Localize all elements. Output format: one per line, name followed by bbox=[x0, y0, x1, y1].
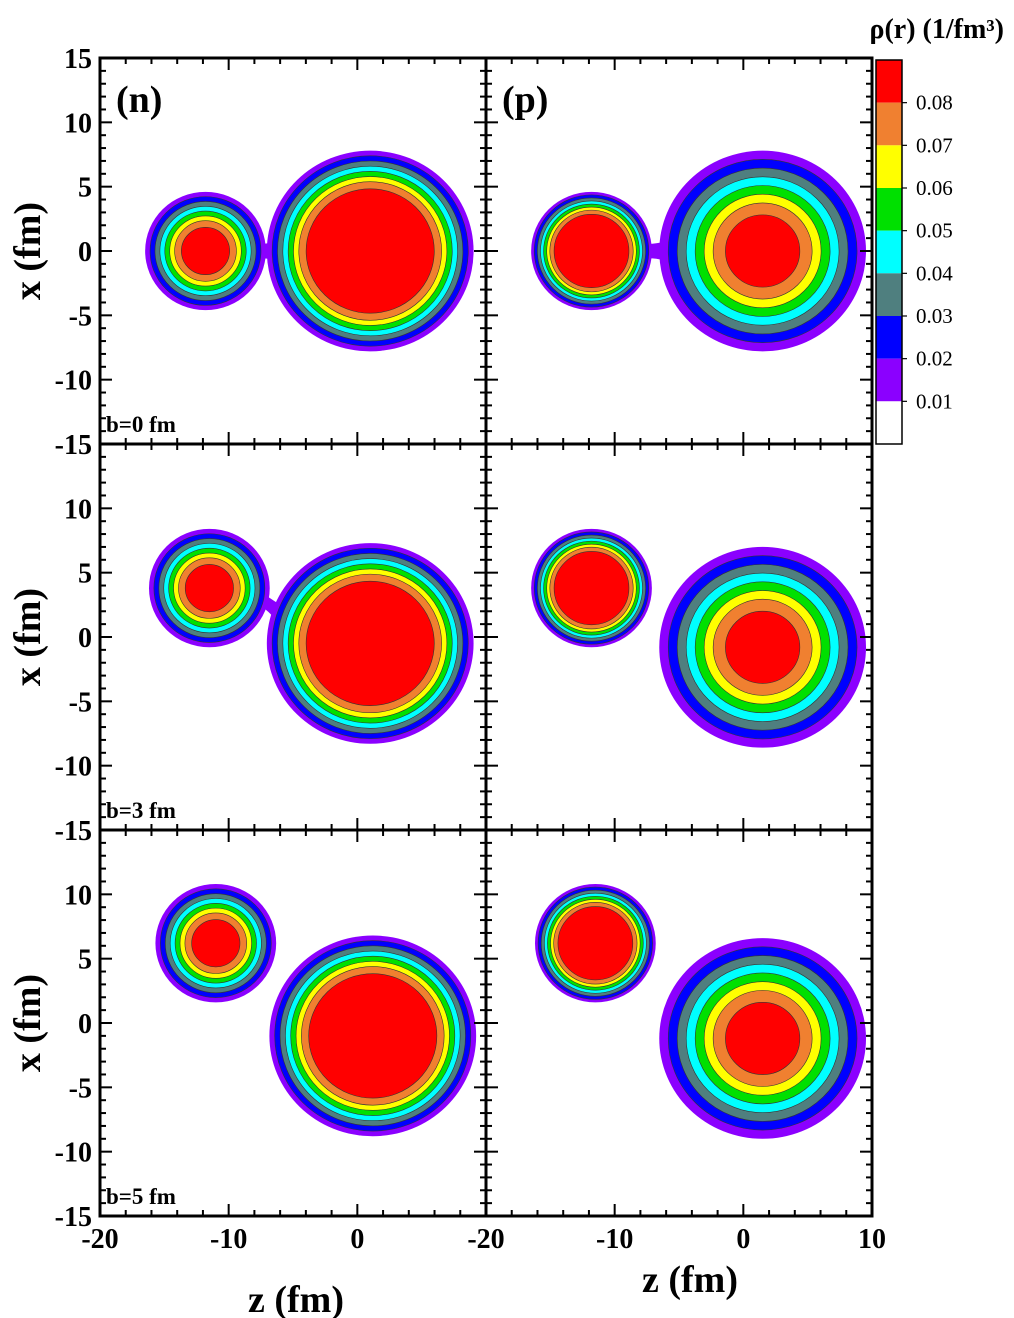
y-axis-title-row-3: x (fm) bbox=[7, 974, 49, 1072]
small-nucleus-n-row-3-band-8 bbox=[191, 919, 241, 968]
colorbar-level-label: 0.07 bbox=[916, 133, 953, 157]
y-tick-label: 0 bbox=[78, 1009, 92, 1040]
panel-tag-p: (p) bbox=[502, 79, 548, 121]
impact-parameter-label-row-1: b=0 fm bbox=[106, 412, 176, 437]
x-tick-label-right: -20 bbox=[467, 1224, 504, 1255]
colorbar-swatch-4 bbox=[876, 188, 902, 231]
y-tick-label: -10 bbox=[55, 1138, 92, 1169]
y-tick-label: 0 bbox=[78, 237, 92, 268]
panel-n-row-1 bbox=[145, 150, 474, 352]
panel-p-row-3 bbox=[534, 884, 867, 1139]
colorbar-level-label: 0.02 bbox=[916, 347, 953, 371]
y-tick-label: 0 bbox=[78, 623, 92, 654]
y-tick-label: -5 bbox=[69, 301, 92, 332]
panel-p-row-1 bbox=[531, 150, 867, 352]
colorbar-swatch-2 bbox=[876, 102, 902, 146]
panel-n-row-3 bbox=[155, 884, 477, 1137]
y-tick-label: 10 bbox=[64, 108, 92, 139]
y-tick-label: -15 bbox=[55, 816, 92, 847]
x-tick-label-right: 0 bbox=[736, 1224, 750, 1255]
x-tick-label-right: 10 bbox=[858, 1224, 886, 1255]
colorbar-level-label: 0.06 bbox=[916, 176, 953, 200]
colorbar-swatch-9 bbox=[876, 401, 902, 444]
y-tick-label: -15 bbox=[55, 1202, 92, 1233]
contour-panels bbox=[145, 150, 867, 1139]
big-nucleus-n-row-3-band-8 bbox=[308, 973, 438, 1099]
big-nucleus-p-row-3-band-8 bbox=[725, 1002, 801, 1075]
x-tick-label-left: 0 bbox=[350, 1224, 364, 1255]
y-tick-label: 5 bbox=[78, 945, 92, 976]
colorbar: 0.01 0.02 0.03 0.04 0.05 0.06 0.07 0.08 ρ(r) (1/… bbox=[869, 14, 1004, 445]
panel-n-row-2 bbox=[148, 528, 474, 744]
colorbar-level-label: 0.04 bbox=[916, 261, 953, 285]
x-axis-title-left: z (fm) bbox=[248, 1279, 344, 1318]
big-nucleus-p-row-2-band-8 bbox=[725, 610, 801, 684]
axis-labels: b=0 fm (n) (p) 15 10 5 0 -5 -10 -15 x (fm) b=3 fm 10… bbox=[7, 44, 886, 1318]
panel-p-row-2 bbox=[531, 528, 867, 748]
x-tick-label-left: -20 bbox=[81, 1224, 118, 1255]
colorbar-level-label: 0.05 bbox=[916, 219, 953, 243]
colorbar-swatch-5 bbox=[876, 230, 902, 274]
colorbar-level-label: 0.08 bbox=[916, 91, 953, 115]
colorbar-level-label: 0.01 bbox=[916, 389, 953, 413]
big-nucleus-n-row-1-band-8 bbox=[305, 188, 435, 314]
colorbar-title: ρ(r) (1/fm³) bbox=[869, 14, 1004, 45]
small-nucleus-p-row-1-band-8 bbox=[553, 214, 630, 288]
big-nucleus-p-row-1-band-8 bbox=[725, 214, 801, 288]
y-tick-label: 5 bbox=[78, 559, 92, 590]
panel-tag-n: (n) bbox=[116, 79, 162, 121]
x-tick-label-right: -10 bbox=[596, 1224, 633, 1255]
colorbar-swatch-1 bbox=[876, 60, 902, 103]
y-tick-label: -15 bbox=[55, 430, 92, 461]
y-tick-label: 5 bbox=[78, 173, 92, 204]
axis-ticks bbox=[99, 57, 873, 1217]
y-tick-label: 10 bbox=[64, 880, 92, 911]
small-nucleus-p-row-2-band-8 bbox=[553, 551, 630, 626]
colorbar-level-label: 0.03 bbox=[916, 304, 953, 328]
y-tick-label: -5 bbox=[69, 1073, 92, 1104]
colorbar-swatch-3 bbox=[876, 145, 902, 188]
impact-parameter-label-row-3: b=5 fm bbox=[106, 1184, 176, 1209]
x-tick-label-left: -10 bbox=[210, 1224, 247, 1255]
impact-parameter-label-row-2: b=3 fm bbox=[106, 798, 176, 823]
colorbar-swatch-8 bbox=[876, 358, 902, 402]
y-tick-label: 15 bbox=[64, 44, 92, 75]
big-nucleus-n-row-2-band-8 bbox=[305, 580, 435, 706]
small-nucleus-p-row-3-band-8 bbox=[557, 906, 634, 981]
y-axis-title-row-1: x (fm) bbox=[7, 202, 49, 300]
y-tick-label: -5 bbox=[69, 687, 92, 718]
small-nucleus-n-row-2-band-8 bbox=[184, 564, 234, 613]
x-axis-title-right: z (fm) bbox=[642, 1259, 738, 1301]
y-tick-label: -10 bbox=[55, 752, 92, 783]
small-nucleus-n-row-1-band-8 bbox=[181, 227, 230, 275]
y-axis-title-row-2: x (fm) bbox=[7, 588, 49, 686]
colorbar-frame bbox=[875, 59, 903, 445]
y-tick-label: 10 bbox=[64, 494, 92, 525]
colorbar-swatch-7 bbox=[876, 316, 902, 359]
y-tick-label: -10 bbox=[55, 366, 92, 397]
colorbar-swatch-6 bbox=[876, 273, 902, 316]
